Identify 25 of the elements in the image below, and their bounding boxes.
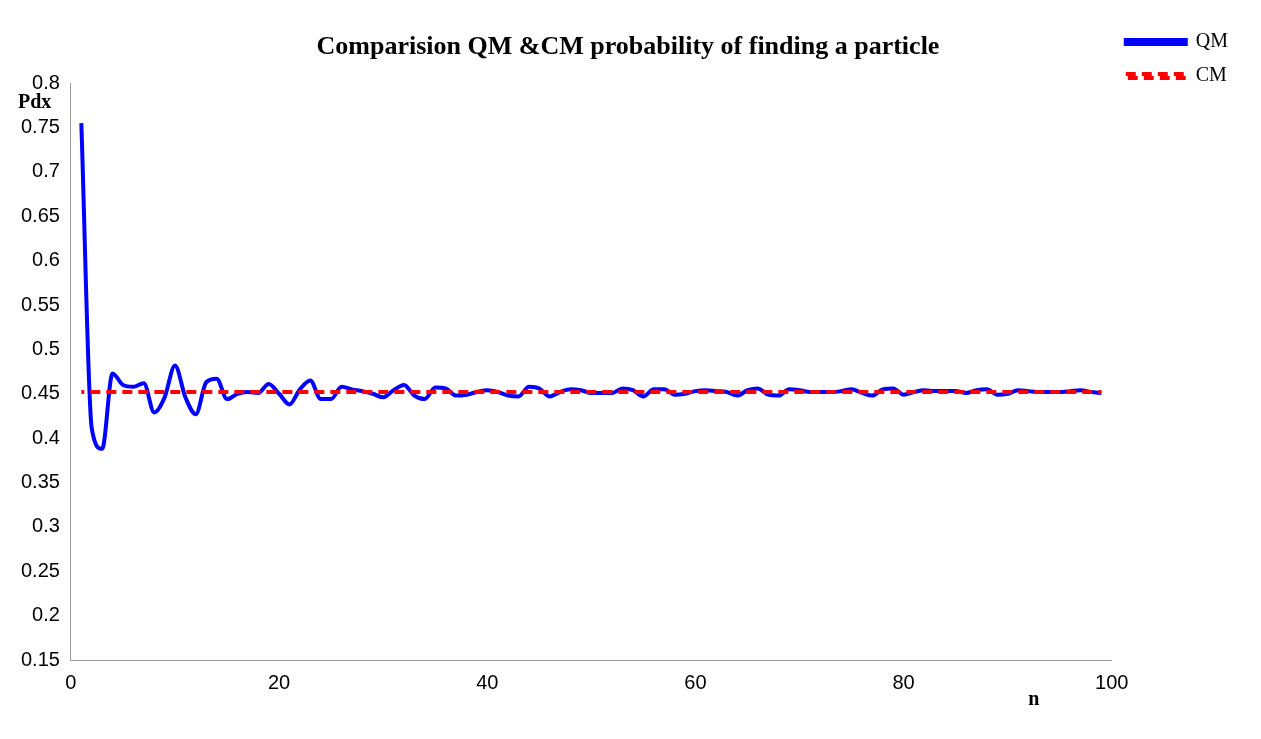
y-tick-label: 0.6 (32, 248, 60, 271)
x-tick-label: 60 (684, 670, 707, 693)
y-tick-label: 0.15 (20, 647, 60, 670)
x-tick-label: 20 (267, 670, 291, 693)
y-tick-label: 0.8 (32, 70, 60, 93)
x-tick-label: 0 (65, 670, 77, 693)
y-tick-label: 0.7 (32, 159, 60, 182)
x-axis-title: n (1028, 687, 1040, 710)
y-tick-label: 0.3 (32, 514, 60, 537)
x-tick-label: 100 (1095, 670, 1129, 693)
chart-title: Comparision QM &CM probability of finding a particle (316, 31, 940, 61)
y-tick-label: 0.2 (32, 603, 60, 626)
x-tick-label: 40 (476, 670, 499, 693)
y-axis-title: Pdx (18, 90, 52, 113)
y-tick-label: 0.75 (20, 115, 60, 138)
y-tick-label: 0.55 (20, 292, 60, 315)
legend-label: QM (1195, 29, 1229, 52)
y-tick-label: 0.65 (20, 203, 60, 226)
x-tick-label: 80 (892, 670, 915, 693)
y-tick-label: 0.4 (32, 425, 60, 448)
legend-label: CM (1195, 63, 1228, 86)
y-tick-label: 0.25 (20, 558, 60, 581)
y-tick-label: 0.5 (32, 336, 60, 359)
y-tick-label: 0.45 (20, 381, 60, 404)
y-tick-label: 0.35 (20, 470, 60, 493)
